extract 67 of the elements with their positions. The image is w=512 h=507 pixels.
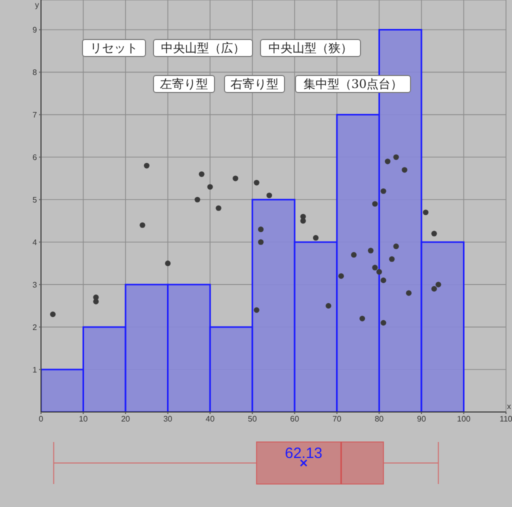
point (258, 226, 264, 232)
point (351, 252, 357, 258)
x-tick-label: 90 (417, 414, 426, 424)
point (376, 269, 382, 275)
point (431, 230, 437, 236)
y-tick-label: 6 (32, 152, 38, 162)
point (266, 192, 272, 198)
y-tick-label: 2 (32, 322, 38, 332)
button: 集中型（30点台） (295, 75, 411, 93)
point (431, 286, 437, 292)
button: 右寄り型 (224, 75, 285, 93)
x-tick-label: 40 (206, 414, 216, 424)
point (207, 184, 213, 190)
y-tick-label: 9 (32, 26, 38, 35)
point (380, 320, 386, 326)
point (359, 316, 366, 322)
point (384, 158, 390, 164)
point (232, 176, 238, 182)
point (216, 205, 222, 211)
point (372, 201, 378, 207)
point (165, 260, 171, 266)
point (402, 167, 408, 173)
x-tick-label: 10 (78, 414, 88, 424)
y-tick-label: 7 (32, 110, 38, 120)
point (300, 218, 306, 224)
x-axis-title: x (507, 402, 511, 411)
point (389, 256, 395, 262)
x-tick-label: 50 (248, 414, 258, 424)
point (393, 154, 399, 160)
point (372, 264, 378, 270)
x-tick-label: 80 (374, 414, 384, 424)
point (326, 303, 332, 309)
point (436, 282, 442, 288)
point (144, 162, 150, 168)
point (422, 210, 428, 216)
point (380, 188, 386, 194)
x-tick-label: 20 (121, 414, 131, 424)
point (198, 171, 204, 177)
x-tick-label: 110 (500, 414, 512, 424)
point (312, 235, 319, 241)
x-tick-label: 70 (332, 414, 342, 424)
y-tick-label: 5 (32, 195, 38, 204)
point (258, 239, 264, 245)
annotation: 62.13 (284, 445, 322, 462)
button: リセット (82, 39, 146, 57)
point (194, 196, 200, 202)
point (254, 180, 260, 186)
point (393, 244, 399, 250)
button: 中央山型（狭） (260, 39, 361, 57)
button: 左寄り型 (153, 75, 215, 93)
point (406, 290, 412, 296)
x-tick-label: 0 (38, 414, 44, 424)
point (254, 307, 260, 313)
point (50, 312, 56, 318)
y-tick-label: 3 (32, 280, 38, 290)
y-axis-title: y (35, 0, 39, 10)
point (380, 278, 386, 284)
x-tick-label: 30 (163, 414, 173, 424)
y-tick-label: 1 (32, 365, 38, 374)
point (338, 273, 344, 279)
point (140, 222, 146, 228)
x-tick-label: 100 (457, 414, 471, 424)
point (368, 248, 374, 254)
y-tick-label: 8 (32, 68, 38, 78)
y-tick-label: 4 (32, 238, 38, 247)
button: 中央山型（広） (153, 39, 253, 57)
x-tick-label: 60 (290, 414, 300, 424)
